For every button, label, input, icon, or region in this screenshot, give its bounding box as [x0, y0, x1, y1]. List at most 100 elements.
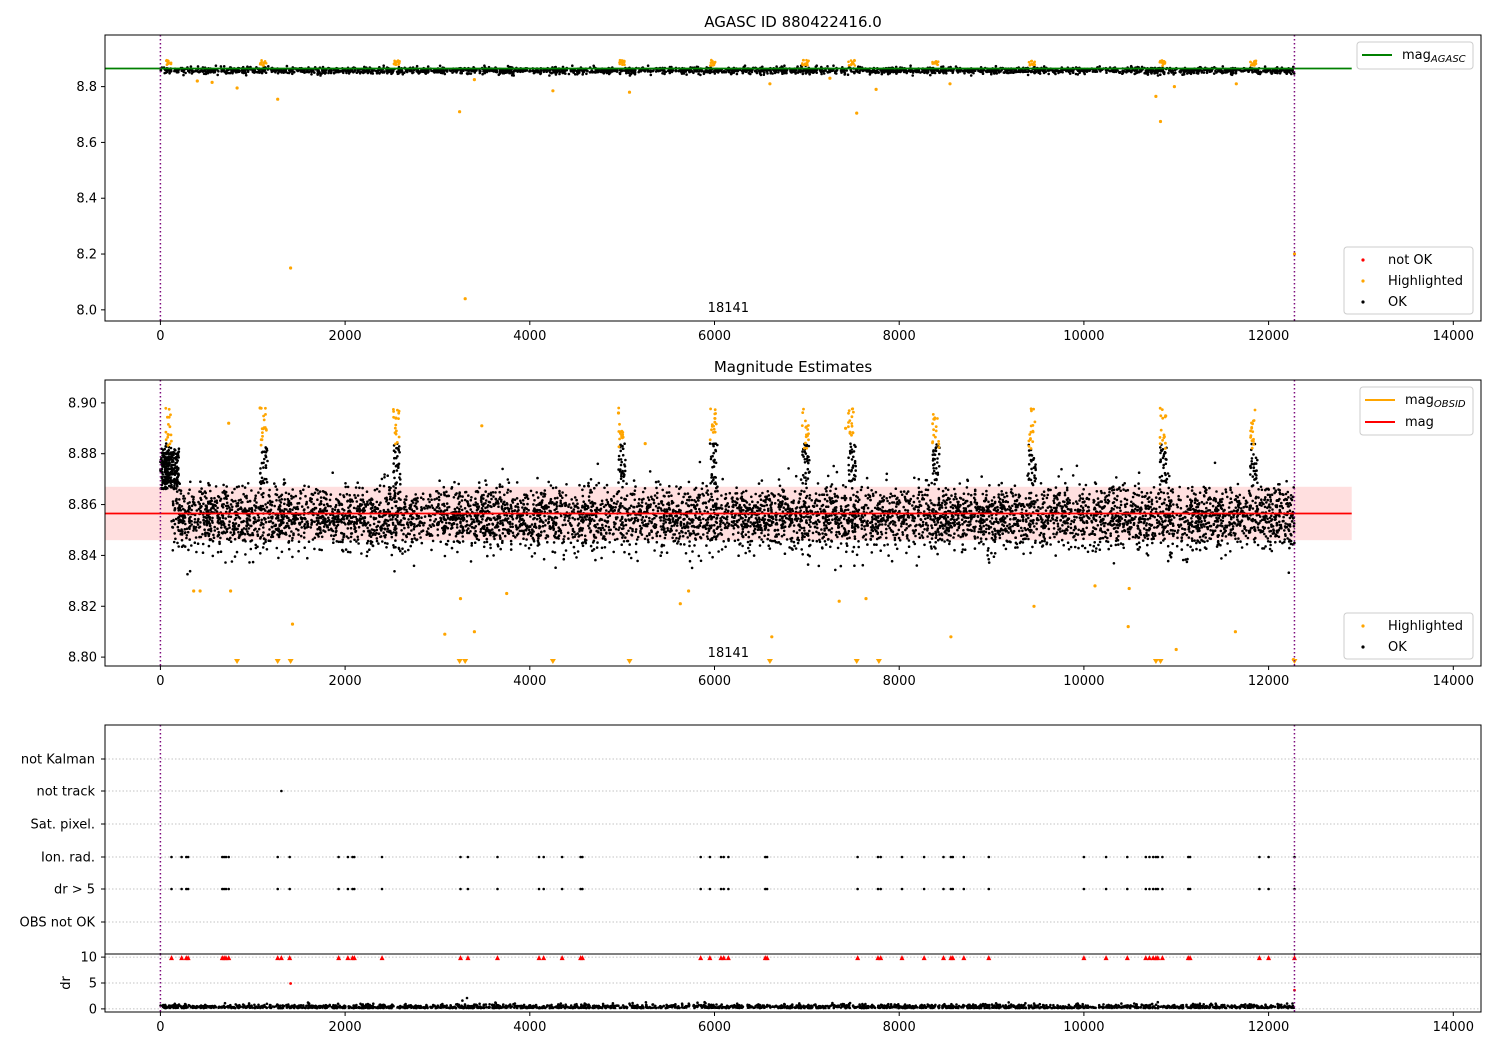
ok-point: [346, 485, 350, 489]
highlighted-point: [195, 79, 199, 83]
highlighted-point: [803, 63, 807, 66]
highlighted-point: [1249, 60, 1252, 64]
ok-point: [933, 71, 937, 75]
x-tick-label: 10000: [1063, 329, 1104, 344]
ok-point: [524, 544, 527, 547]
ok-point: [563, 516, 567, 519]
ok-point: [1056, 525, 1060, 528]
ok-point: [1245, 542, 1249, 546]
ok-point: [873, 543, 876, 546]
ok-point: [808, 529, 811, 533]
ok-point: [327, 528, 331, 532]
ok-point: [240, 69, 244, 72]
ok-point: [1182, 72, 1186, 76]
ok-point: [1110, 69, 1114, 73]
ok-point: [390, 69, 393, 72]
ok-point: [781, 500, 784, 503]
highlighted-point: [850, 62, 853, 66]
ok-point: [373, 488, 377, 492]
ok-point: [566, 531, 570, 535]
ok-point: [906, 509, 910, 512]
ok-point: [419, 496, 423, 500]
panel1-line-legend: magAGASC: [1356, 41, 1474, 70]
ok-point: [612, 501, 616, 505]
ok-point: [882, 70, 885, 74]
ok-point: [767, 528, 770, 532]
ok-point: [521, 506, 524, 509]
ok-point: [260, 518, 264, 522]
ok-point: [371, 72, 375, 75]
ok-point: [749, 539, 752, 543]
ok-point: [828, 70, 831, 74]
ok-point: [869, 531, 872, 535]
ok-point: [951, 70, 954, 73]
ok-point: [803, 529, 806, 532]
ok-point: [255, 530, 259, 533]
ok-point: [516, 502, 519, 506]
highlighted-point: [874, 87, 878, 91]
ok-point: [255, 70, 258, 74]
ok-point: [1251, 71, 1254, 74]
ok-point: [356, 538, 360, 541]
highlighted-point: [801, 62, 804, 65]
ok-point: [548, 74, 551, 77]
x-tick-label: 6000: [698, 329, 731, 344]
ok-point: [918, 500, 921, 503]
ok-point: [331, 507, 334, 511]
ok-point: [748, 503, 751, 506]
ok-point: [778, 484, 782, 488]
ok-point: [587, 524, 590, 528]
ok-point: [231, 505, 234, 509]
ok-point: [728, 491, 732, 495]
ok-point: [425, 504, 428, 508]
ok-point: [415, 64, 419, 68]
ok-point: [375, 500, 379, 504]
ok-point: [1161, 510, 1165, 513]
ok-point: [510, 542, 513, 546]
ok-point: [977, 530, 980, 534]
ok-point: [555, 71, 559, 74]
ok-point: [561, 523, 565, 527]
ok-point: [1132, 523, 1136, 526]
ok-point: [1172, 71, 1176, 75]
ok-point: [367, 71, 370, 74]
ok-point: [1025, 509, 1028, 513]
ok-point: [267, 516, 270, 519]
ok-point: [813, 69, 816, 72]
ok-point: [712, 508, 716, 512]
ok-point: [926, 516, 930, 520]
ok-point: [1168, 474, 1171, 478]
ok-point: [763, 71, 766, 74]
ok-point: [801, 72, 805, 76]
highlighted-point: [828, 76, 832, 80]
ok-point: [291, 555, 294, 559]
ok-point: [1051, 69, 1054, 72]
ok-point: [1220, 522, 1223, 525]
ok-point: [944, 486, 948, 490]
ok-point: [511, 509, 514, 513]
ok-point: [695, 70, 699, 73]
ok-point: [1159, 73, 1162, 76]
ok-point: [1014, 69, 1018, 72]
ok-point: [1158, 505, 1161, 509]
panel1-title: AGASC ID 880422416.0: [704, 13, 882, 31]
ok-point: [1057, 540, 1060, 544]
ok-point: [378, 490, 381, 493]
ok-point: [229, 515, 233, 519]
ok-point: [1105, 71, 1108, 74]
ok-point: [766, 490, 770, 493]
ok-point: [1043, 539, 1046, 543]
ok-point: [815, 530, 818, 534]
ok-point: [412, 71, 415, 74]
ok-point: [1053, 71, 1056, 75]
ok-point: [302, 488, 305, 492]
ok-point: [573, 73, 577, 76]
ok-point: [894, 543, 897, 546]
ok-point: [927, 70, 930, 73]
ok-point: [1026, 73, 1030, 77]
ok-point: [929, 499, 932, 502]
ok-point: [642, 497, 645, 501]
ok-point: [1004, 547, 1008, 551]
ok-point: [1098, 65, 1101, 68]
